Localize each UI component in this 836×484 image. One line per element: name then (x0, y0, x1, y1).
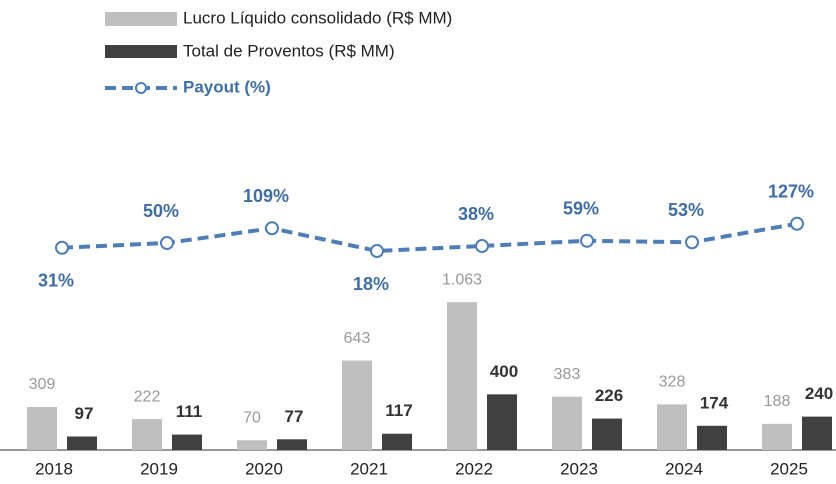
payout-marker (160, 236, 174, 250)
payout-marker (55, 240, 69, 255)
payout-marker (475, 239, 489, 253)
legend-marker (135, 82, 147, 94)
bar (592, 418, 622, 450)
data-label: 188 (764, 393, 791, 410)
legend-label: Total de Proventos (R$ MM) (183, 41, 395, 60)
x-tick-label: 2025 (770, 459, 808, 478)
bar (237, 440, 267, 450)
x-tick-label: 2023 (560, 459, 598, 478)
bar (487, 394, 517, 450)
x-tick-label: 2019 (140, 459, 178, 478)
bar (172, 434, 202, 450)
data-label: 70 (243, 409, 261, 426)
data-label: 38% (458, 204, 494, 224)
bar (342, 360, 372, 450)
payout-marker (265, 221, 279, 236)
data-label: 226 (595, 386, 623, 405)
bar (277, 439, 307, 450)
data-label: 127% (768, 182, 814, 202)
payout-marker (580, 233, 594, 248)
data-label: 240 (805, 384, 833, 403)
bar (657, 404, 687, 450)
bar (552, 396, 582, 450)
bar (447, 302, 477, 450)
data-label: 383 (554, 366, 581, 383)
data-label: 117 (385, 401, 412, 420)
x-tick-label: 2024 (665, 459, 703, 478)
data-label: 222 (134, 388, 161, 405)
data-label: 174 (700, 393, 729, 412)
data-label: 50% (143, 201, 179, 221)
payout-line (61, 221, 798, 254)
data-label: 18% (353, 274, 389, 294)
data-label: 643 (344, 330, 371, 347)
bar (762, 423, 792, 450)
bar (697, 425, 727, 450)
legend-swatch (105, 12, 177, 26)
x-tick-label: 2022 (455, 459, 493, 478)
legend-swatch (105, 45, 177, 58)
legend-label: Lucro Líquido consolidado (R$ MM) (183, 8, 452, 27)
bar (132, 419, 162, 450)
bar (67, 436, 97, 450)
payout-marker (685, 235, 699, 250)
payout-marker (370, 244, 384, 258)
x-tick-label: 2018 (35, 459, 73, 478)
data-label: 309 (29, 376, 56, 393)
data-label: 97 (75, 404, 94, 423)
data-label: 77 (285, 407, 304, 426)
data-label: 111 (176, 402, 203, 421)
bar (802, 416, 832, 450)
legend-label: Payout (%) (183, 77, 271, 96)
x-tick-label: 2021 (350, 459, 388, 478)
bar (27, 407, 57, 450)
payout-marker (790, 216, 804, 231)
bar (382, 433, 412, 450)
data-label: 31% (38, 271, 74, 291)
data-label: 400 (490, 362, 518, 381)
data-label: 328 (659, 374, 686, 391)
data-label: 1.063 (442, 271, 482, 288)
data-label: 109% (243, 186, 289, 206)
x-tick-label: 2020 (245, 459, 283, 478)
data-label: 59% (563, 199, 599, 219)
data-label: 53% (668, 200, 704, 220)
